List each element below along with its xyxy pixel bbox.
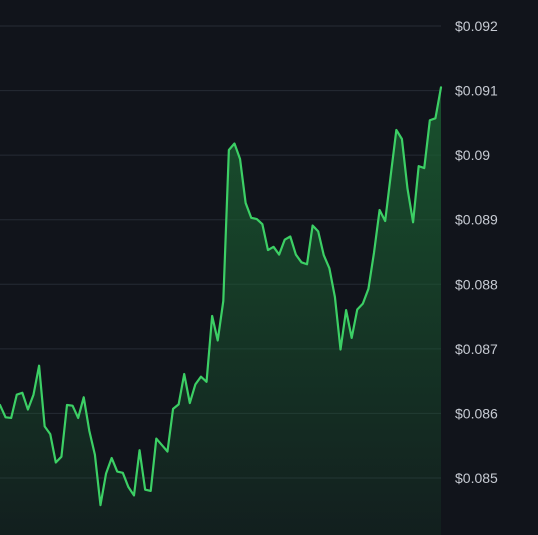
price-point bbox=[205, 381, 208, 383]
price-point bbox=[150, 490, 152, 492]
price-point bbox=[49, 433, 51, 435]
price-point bbox=[16, 394, 18, 396]
price-point bbox=[183, 373, 185, 375]
price-point bbox=[200, 376, 202, 378]
price-point bbox=[161, 444, 163, 446]
price-point bbox=[144, 489, 146, 491]
price-point bbox=[440, 86, 442, 88]
y-tick-label: $0.091 bbox=[455, 83, 498, 99]
price-point bbox=[328, 267, 330, 269]
price-point bbox=[228, 149, 230, 151]
price-area-fill bbox=[0, 87, 441, 535]
price-point bbox=[345, 309, 347, 311]
price-point bbox=[172, 408, 174, 410]
price-point bbox=[300, 261, 303, 263]
price-point bbox=[267, 249, 269, 251]
price-point bbox=[10, 417, 12, 419]
price-point bbox=[166, 450, 169, 453]
y-tick-label: $0.085 bbox=[455, 470, 498, 486]
price-point bbox=[116, 470, 118, 473]
price-point bbox=[395, 129, 397, 131]
price-point bbox=[256, 218, 258, 220]
price-point bbox=[32, 394, 35, 396]
price-point bbox=[272, 246, 275, 248]
price-point bbox=[77, 417, 79, 419]
price-point bbox=[429, 119, 431, 121]
price-point bbox=[261, 223, 263, 225]
price-point bbox=[406, 188, 409, 190]
price-point bbox=[44, 425, 46, 427]
price-point bbox=[155, 438, 157, 440]
price-line bbox=[0, 86, 443, 507]
y-tick-label: $0.09 bbox=[455, 147, 490, 163]
price-point bbox=[122, 472, 124, 474]
price-point bbox=[21, 392, 23, 394]
price-point bbox=[250, 217, 252, 219]
price-point bbox=[423, 167, 425, 169]
y-tick-label: $0.087 bbox=[455, 341, 498, 357]
price-point bbox=[418, 165, 420, 167]
price-point bbox=[66, 404, 68, 406]
price-point bbox=[138, 449, 141, 451]
y-axis: $0.092 $0.091 $0.09 $0.089 $0.088 $0.087 $0.08… bbox=[455, 18, 498, 486]
price-point bbox=[88, 430, 90, 432]
price-point bbox=[295, 253, 297, 256]
price-point bbox=[356, 308, 358, 311]
price-line-group bbox=[0, 86, 443, 507]
price-point bbox=[306, 263, 308, 265]
price-point bbox=[351, 337, 353, 339]
price-point bbox=[362, 303, 364, 305]
price-point bbox=[4, 416, 7, 418]
price-point bbox=[323, 254, 325, 256]
price-area bbox=[0, 87, 441, 535]
price-point bbox=[278, 253, 280, 256]
price-point bbox=[0, 404, 1, 406]
price-point bbox=[289, 235, 291, 238]
price-point bbox=[133, 494, 135, 497]
price-point bbox=[367, 288, 370, 290]
y-tick-label: $0.092 bbox=[455, 18, 498, 34]
price-point bbox=[60, 456, 63, 458]
price-point bbox=[334, 296, 336, 298]
price-point bbox=[378, 209, 381, 211]
price-point bbox=[239, 158, 241, 160]
price-point bbox=[245, 202, 247, 204]
price-point bbox=[390, 174, 392, 176]
price-point bbox=[312, 224, 314, 227]
y-tick-label: $0.089 bbox=[455, 212, 498, 228]
price-point bbox=[194, 383, 196, 385]
price-point bbox=[27, 408, 29, 411]
price-point bbox=[71, 405, 74, 407]
price-point bbox=[401, 138, 403, 140]
y-tick-label: $0.086 bbox=[455, 405, 498, 421]
price-point bbox=[189, 402, 191, 404]
price-point bbox=[339, 348, 342, 351]
price-point bbox=[99, 504, 102, 506]
price-point bbox=[434, 117, 437, 119]
price-point bbox=[94, 454, 96, 456]
price-point bbox=[127, 486, 129, 488]
price-point bbox=[178, 403, 180, 405]
price-point bbox=[211, 315, 213, 317]
price-point bbox=[373, 252, 375, 254]
price-point bbox=[233, 142, 236, 145]
y-tick-label: $0.088 bbox=[455, 276, 498, 292]
price-point bbox=[38, 365, 40, 367]
price-point bbox=[222, 300, 224, 302]
price-point bbox=[105, 472, 107, 475]
price-point bbox=[55, 461, 57, 464]
price-point bbox=[111, 457, 113, 459]
price-point bbox=[317, 230, 319, 232]
price-point bbox=[284, 239, 286, 241]
price-point bbox=[83, 396, 85, 398]
price-point bbox=[412, 221, 414, 223]
price-point bbox=[217, 339, 219, 342]
price-point bbox=[384, 220, 386, 222]
